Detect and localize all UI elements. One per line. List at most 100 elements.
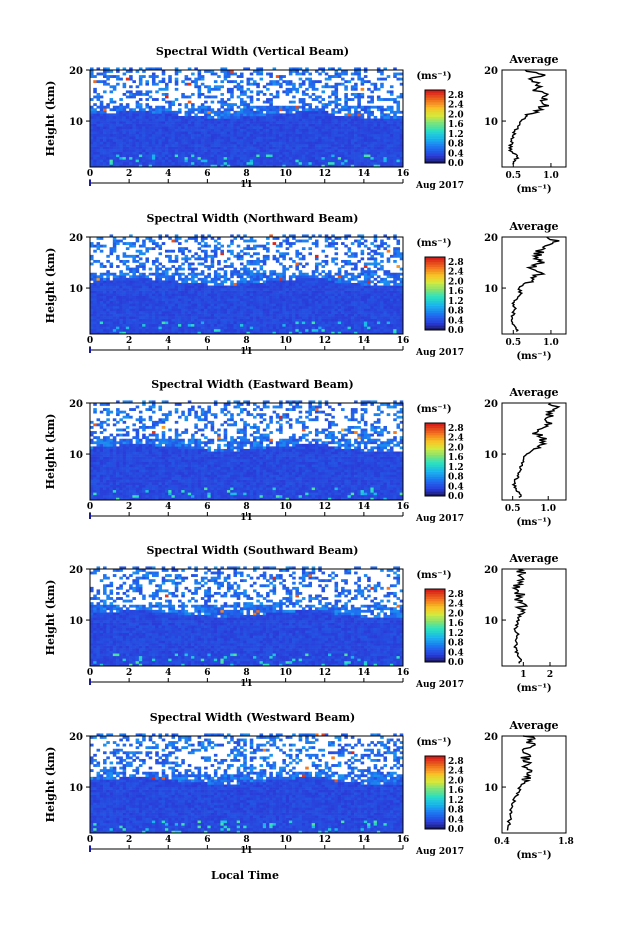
heatmap-cell bbox=[337, 82, 342, 86]
heatmap-cell bbox=[109, 316, 114, 319]
heatmap-cell bbox=[295, 267, 299, 271]
heatmap-cell bbox=[272, 149, 277, 152]
heatmap-cell bbox=[204, 118, 208, 122]
heatmap-cell bbox=[178, 131, 182, 135]
heatmap-cell bbox=[243, 300, 247, 304]
heatmap-cell bbox=[204, 331, 208, 335]
heatmap-cell bbox=[161, 303, 166, 307]
heatmap-cell bbox=[191, 323, 195, 327]
heatmap-cell bbox=[191, 288, 195, 291]
heatmap-cell bbox=[181, 290, 185, 294]
heatmap-cell bbox=[360, 108, 365, 112]
heatmap-cell bbox=[259, 313, 264, 317]
heatmap-cell bbox=[161, 77, 166, 81]
heatmap-cell bbox=[269, 75, 273, 78]
heatmap-cell bbox=[295, 249, 299, 253]
heatmap-cell bbox=[253, 133, 257, 137]
heatmap-cell bbox=[386, 113, 391, 117]
heatmap-cell bbox=[93, 126, 97, 130]
heatmap-cell bbox=[217, 75, 221, 78]
heatmap-cell bbox=[282, 254, 286, 258]
heatmap-cell bbox=[194, 138, 198, 142]
heatmap-cell bbox=[103, 123, 107, 127]
heatmap-cell bbox=[269, 316, 273, 319]
heatmap-cell bbox=[132, 308, 136, 312]
heatmap-cell bbox=[184, 277, 189, 281]
heatmap-cell bbox=[331, 67, 335, 71]
heatmap-cell bbox=[210, 161, 215, 165]
heatmap-cell bbox=[217, 161, 221, 165]
heatmap-cell bbox=[129, 133, 133, 137]
heatmap-cell bbox=[256, 311, 260, 314]
heatmap-cell bbox=[341, 128, 345, 132]
heatmap-cell bbox=[279, 141, 283, 145]
plot-frame bbox=[89, 69, 404, 168]
heatmap-cell bbox=[386, 159, 391, 163]
heatmap-cell bbox=[103, 108, 107, 112]
heatmap-cell bbox=[360, 133, 365, 137]
heatmap-cell bbox=[272, 82, 277, 86]
heatmap-cell bbox=[360, 141, 365, 145]
heatmap-cell bbox=[103, 67, 107, 71]
heatmap-cell bbox=[220, 313, 224, 317]
panel-1: Spectral Width (Vertical Beam)1020Height… bbox=[44, 45, 567, 195]
heatmap-cell bbox=[373, 146, 378, 150]
heatmap-cell bbox=[181, 159, 185, 163]
heatmap-cell bbox=[223, 154, 228, 158]
heatmap-cell bbox=[298, 126, 303, 130]
heatmap-cell bbox=[204, 300, 208, 304]
heatmap-cell bbox=[200, 131, 205, 135]
heatmap-cell bbox=[174, 295, 179, 299]
heatmap-cell bbox=[155, 290, 159, 294]
heatmap-cell bbox=[269, 141, 273, 145]
heatmap-cell bbox=[93, 318, 97, 322]
heatmap-cell bbox=[331, 290, 335, 294]
heatmap-cell bbox=[354, 85, 358, 89]
heatmap-cell bbox=[158, 136, 163, 140]
heatmap-cell bbox=[210, 311, 215, 314]
heatmap-cell bbox=[282, 305, 286, 309]
heatmap-cell bbox=[207, 133, 211, 137]
heatmap-cell bbox=[155, 311, 159, 314]
heatmap-cell bbox=[226, 151, 231, 155]
heatmap-cell bbox=[318, 318, 322, 322]
heatmap-cell bbox=[253, 70, 257, 73]
heatmap-cell bbox=[275, 159, 280, 163]
heatmap-cell bbox=[328, 300, 332, 304]
heatmap-cell bbox=[272, 303, 277, 307]
heatmap-cell bbox=[282, 321, 286, 325]
heatmap-cell bbox=[93, 321, 97, 325]
heatmap-cell bbox=[122, 262, 127, 266]
heatmap-cell bbox=[112, 161, 117, 165]
heatmap-cell bbox=[204, 164, 208, 168]
x-tick-label: 16 bbox=[397, 169, 410, 179]
heatmap-cell bbox=[151, 242, 156, 245]
heatmap-cell bbox=[324, 149, 329, 152]
heatmap-cell bbox=[370, 105, 374, 109]
heatmap-cell bbox=[233, 133, 238, 137]
heatmap-cell bbox=[93, 164, 97, 168]
heatmap-cell bbox=[200, 272, 205, 276]
heatmap-cell bbox=[344, 87, 348, 91]
heatmap-cell bbox=[220, 115, 224, 119]
heatmap-cell bbox=[324, 118, 329, 122]
heatmap-cell bbox=[135, 105, 140, 109]
heatmap-cell bbox=[318, 121, 322, 124]
heatmap-cell bbox=[288, 300, 293, 304]
heatmap-cell bbox=[350, 131, 355, 135]
heatmap-cell bbox=[90, 326, 94, 330]
heatmap-cell bbox=[132, 303, 136, 307]
heatmap-cell bbox=[223, 128, 228, 132]
heatmap-cell bbox=[295, 265, 299, 268]
heatmap-cell bbox=[194, 316, 198, 319]
heatmap-cell bbox=[311, 290, 316, 294]
heatmap-cell bbox=[187, 159, 192, 163]
heatmap-cell bbox=[275, 257, 280, 261]
heatmap-cell bbox=[292, 113, 296, 117]
heatmap-cell bbox=[292, 82, 296, 86]
heatmap-cell bbox=[210, 154, 215, 158]
heatmap-cell bbox=[236, 290, 241, 294]
heatmap-cell bbox=[187, 141, 192, 145]
heatmap-cell bbox=[259, 308, 264, 312]
heatmap-cell bbox=[125, 308, 130, 312]
